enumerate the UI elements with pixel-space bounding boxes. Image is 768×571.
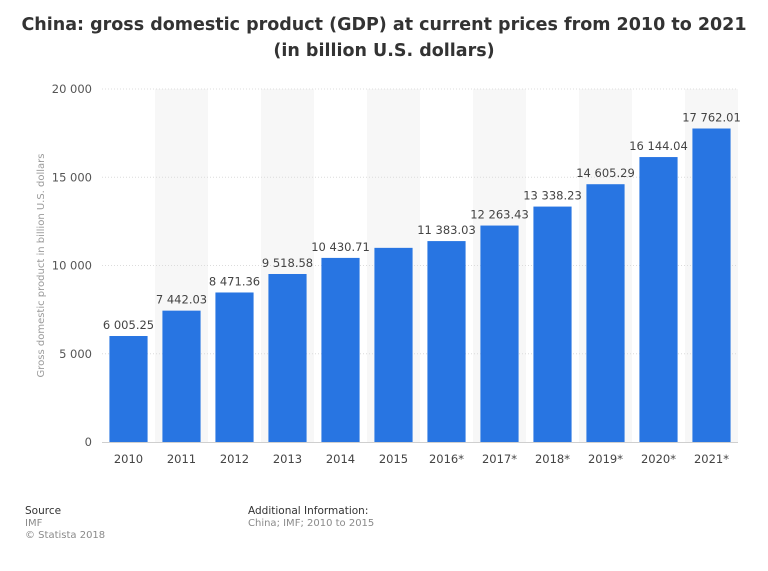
data-label: 6 005.25 [103, 318, 154, 332]
x-tick-label: 2014 [326, 452, 355, 466]
x-tick-label: 2017* [482, 452, 517, 466]
bar [374, 247, 413, 442]
source-name: IMF [25, 517, 43, 529]
x-tick-label: 2010 [114, 452, 143, 466]
additional-info-heading: Additional Information: [248, 505, 369, 517]
bar [586, 184, 625, 443]
data-label: 9 518.58 [262, 256, 313, 270]
y-tick-label: 20 000 [52, 82, 92, 96]
y-axis-title: Gross domestic product in billion U.S. d… [36, 153, 47, 377]
source-section: Source IMF © Statista 2018 [25, 505, 105, 543]
additional-info-text: China; IMF; 2010 to 2015 [248, 517, 375, 529]
bar [268, 273, 307, 442]
bar [162, 310, 201, 442]
data-label: 16 144.04 [629, 139, 688, 153]
source-heading: Source [25, 505, 62, 517]
bar [427, 241, 466, 442]
bar [321, 257, 360, 442]
y-tick-label: 10 000 [52, 259, 92, 273]
x-tick-label: 2021* [694, 452, 729, 466]
data-label: 8 471.36 [209, 274, 260, 288]
y-tick-label: 5 000 [59, 347, 92, 361]
x-tick-label: 2016* [429, 452, 464, 466]
x-tick-label: 2015 [379, 452, 408, 466]
x-tick-label: 2012 [220, 452, 249, 466]
data-label: 7 442.03 [156, 293, 207, 307]
x-tick-label: 2011 [167, 452, 196, 466]
bar-chart: 0 5 000 10 000 15 000 20 000 6 005.25 2010 7 44… [36, 82, 741, 466]
y-tick-label: 15 000 [52, 170, 92, 184]
copyright-text: © Statista 2018 [25, 530, 106, 541]
bar [109, 336, 148, 442]
bar [480, 225, 519, 442]
data-label: 17 762.01 [682, 111, 741, 125]
bar [533, 206, 572, 442]
x-tick-label: 2013 [273, 452, 302, 466]
additional-info-section: Additional Information: China; IMF; 2010… [248, 505, 374, 530]
data-label: 14 605.29 [576, 166, 635, 180]
data-label: 12 263.43 [470, 208, 529, 222]
data-label: 10 430.71 [311, 240, 370, 254]
x-tick-label: 2019* [588, 452, 623, 466]
bar [215, 292, 254, 442]
data-label: 13 338.23 [523, 189, 582, 203]
y-tick-label: 0 [85, 435, 92, 449]
data-label: 11 383.03 [417, 223, 476, 237]
bar [692, 128, 731, 442]
x-tick-label: 2020* [641, 452, 676, 466]
x-tick-label: 2018* [535, 452, 570, 466]
chart-title: China: gross domestic product (GDP) at c… [21, 15, 747, 61]
bar [639, 157, 678, 443]
